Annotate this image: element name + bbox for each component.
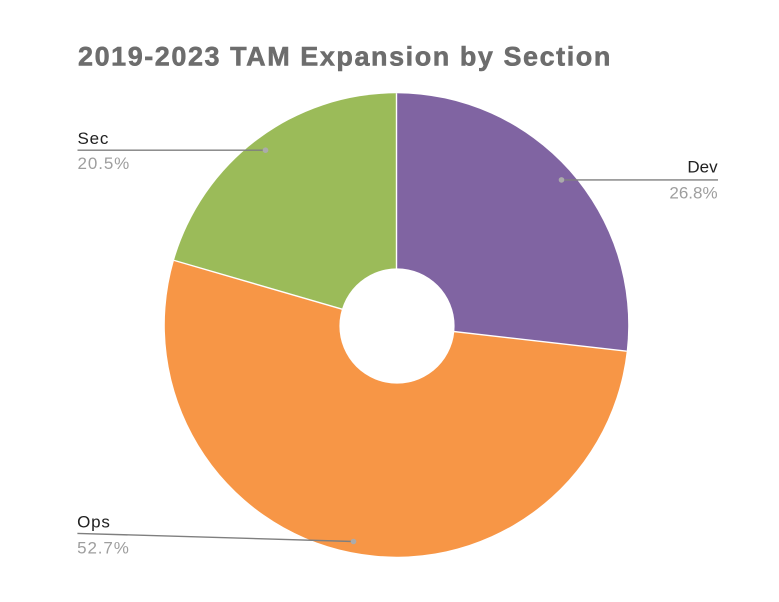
svg-text:Dev: Dev: [687, 158, 718, 177]
svg-text:2019-2023 TAM Expansion by Sec: 2019-2023 TAM Expansion by Section: [78, 42, 612, 72]
svg-text:20.5%: 20.5%: [78, 154, 131, 173]
svg-text:Sec: Sec: [78, 129, 110, 148]
svg-text:Ops: Ops: [77, 513, 111, 532]
svg-text:52.7%: 52.7%: [77, 539, 130, 558]
svg-text:26.8%: 26.8%: [669, 183, 717, 202]
